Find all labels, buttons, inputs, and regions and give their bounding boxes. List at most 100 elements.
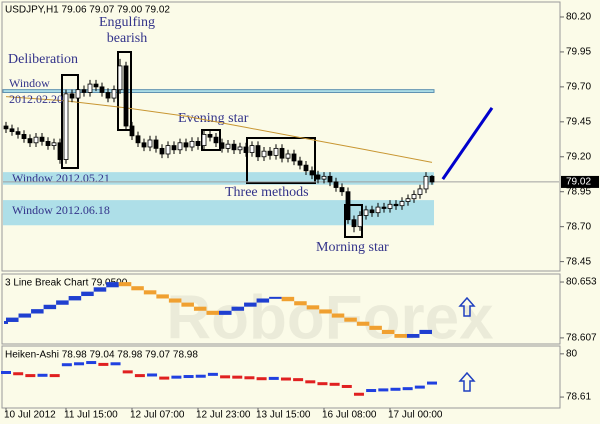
brick xyxy=(81,291,94,297)
candle-body xyxy=(345,191,351,221)
line-break-panel xyxy=(1,273,561,345)
brick xyxy=(131,286,144,291)
candle-body xyxy=(237,146,243,151)
candle-body xyxy=(219,142,225,149)
candle-body xyxy=(165,145,171,155)
ha-bar xyxy=(256,377,267,381)
up-arrow-icon xyxy=(458,371,476,392)
ha-bar xyxy=(390,387,401,391)
last-price-box xyxy=(561,175,599,188)
brick xyxy=(256,298,270,303)
brick xyxy=(143,290,157,295)
candle-body xyxy=(9,128,15,133)
brick xyxy=(269,296,282,299)
ha-bar xyxy=(134,374,145,378)
ha-bar xyxy=(159,376,170,380)
annotation: Evening star xyxy=(178,111,249,126)
x-tick-label: 17 Jul 00:00 xyxy=(388,410,443,421)
brick xyxy=(6,317,19,322)
candle-body xyxy=(69,93,75,99)
zone-label: Window 2012.05.21 xyxy=(12,171,110,185)
ha-bar xyxy=(110,362,121,366)
ha-bar xyxy=(49,374,60,378)
candle-body xyxy=(417,188,423,195)
ha-bar xyxy=(244,376,255,380)
candle-body xyxy=(411,194,417,200)
candle-body xyxy=(93,83,99,88)
moving-average xyxy=(5,96,433,163)
y-tick-label: 78.45 xyxy=(566,256,591,267)
x-tick-label: 13 Jul 15:00 xyxy=(256,410,311,421)
candle-body xyxy=(141,142,147,148)
chart-title: USDJPY,H1 79.06 79.07 79.00 79.02 xyxy=(5,5,170,16)
brick xyxy=(319,309,332,314)
candle-body xyxy=(21,134,27,139)
brick xyxy=(106,282,119,288)
candle-body xyxy=(297,160,303,166)
ha-bar xyxy=(183,375,194,379)
ha-bar xyxy=(220,375,231,379)
candle-body xyxy=(201,134,207,146)
candle-body xyxy=(57,142,63,160)
annotation: Engulfing xyxy=(99,15,155,30)
candle-body xyxy=(147,139,153,148)
ha-bar xyxy=(268,376,279,380)
brick xyxy=(381,329,395,334)
candle-body xyxy=(189,140,195,148)
ha-bar xyxy=(293,378,304,382)
candle-body xyxy=(63,93,69,160)
candle-body xyxy=(381,206,387,209)
ha-bar xyxy=(61,363,72,367)
brick xyxy=(181,302,194,307)
candle-body xyxy=(33,136,39,144)
ha-bar xyxy=(86,361,97,365)
candle-body xyxy=(273,147,279,156)
candle-body xyxy=(339,187,345,193)
brick xyxy=(281,296,295,302)
candle-body xyxy=(327,175,333,183)
pattern-box xyxy=(61,74,79,169)
brick xyxy=(344,317,357,322)
ha-bar xyxy=(378,388,389,392)
candle-body xyxy=(309,170,315,176)
candle-body xyxy=(99,86,105,93)
zone-label: Window 2012.06.18 xyxy=(12,203,110,217)
x-tick-label: 11 Jul 15:00 xyxy=(64,410,118,421)
candle-body xyxy=(333,181,339,188)
candle-body xyxy=(213,136,219,144)
brick xyxy=(68,296,82,301)
brick xyxy=(118,282,132,287)
ha-bar xyxy=(353,392,364,396)
brick xyxy=(168,298,182,303)
panel-title: Heiken-Ashi 78.98 79.04 78.98 79.07 78.9… xyxy=(5,350,198,361)
brick xyxy=(93,287,107,292)
window-zone xyxy=(2,89,435,93)
x-tick-label: 12 Jul 23:00 xyxy=(196,410,251,421)
last-price-label: 79.02 xyxy=(566,177,591,188)
brick xyxy=(193,306,207,311)
y-tick-label: 78.70 xyxy=(566,221,591,232)
candle-body xyxy=(393,203,399,207)
candle-body xyxy=(105,92,111,99)
candle-body xyxy=(243,146,249,153)
pattern-box xyxy=(246,137,316,184)
candle-body xyxy=(357,215,363,228)
y-tick-label: 79.70 xyxy=(566,82,591,93)
candle-body xyxy=(399,201,405,207)
brick xyxy=(356,321,370,326)
brick xyxy=(156,294,169,299)
candle-body xyxy=(387,203,393,209)
ha-bar xyxy=(329,382,340,386)
candle-body xyxy=(75,89,81,99)
ha-bar xyxy=(37,373,48,377)
candle-body xyxy=(285,153,291,159)
candle-body xyxy=(429,175,435,183)
brick xyxy=(406,333,420,338)
ha-bar xyxy=(25,374,36,378)
brick xyxy=(56,300,69,305)
ha-bar xyxy=(207,372,218,376)
ha-bar xyxy=(1,370,11,374)
brick xyxy=(331,313,345,318)
trend-line xyxy=(441,106,494,180)
